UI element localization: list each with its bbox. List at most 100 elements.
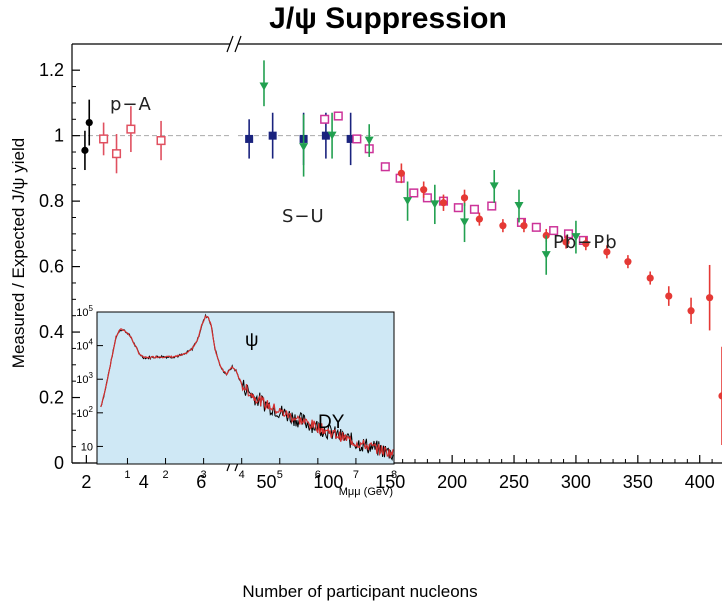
data-point bbox=[582, 240, 590, 248]
inset-annotation-psi: ψ bbox=[245, 330, 259, 351]
inset-x-tick-label: 6 bbox=[315, 469, 321, 481]
inset-y-tick-label: 103 bbox=[76, 371, 93, 386]
series-5 bbox=[259, 60, 581, 275]
data-point bbox=[126, 124, 136, 134]
data-point bbox=[541, 251, 551, 260]
x-tick-label: 6 bbox=[196, 472, 206, 492]
y-axis: 0 0.2 0.4 0.6 0.8 1 1.2 bbox=[39, 60, 80, 473]
x-tick-label: 350 bbox=[623, 472, 653, 492]
x-tick-label: 50 bbox=[256, 472, 276, 492]
inset-x-tick-label: 5 bbox=[277, 469, 283, 481]
data-point bbox=[352, 134, 362, 144]
inset-curve-1 bbox=[100, 315, 394, 459]
chart-title: J/ψ Suppression bbox=[269, 2, 507, 35]
data-point bbox=[333, 111, 343, 121]
data-point bbox=[453, 203, 463, 213]
data-point bbox=[430, 200, 440, 209]
data-point bbox=[514, 202, 524, 211]
data-point bbox=[409, 188, 419, 198]
data-point bbox=[603, 248, 611, 256]
inset-x-tick-label: 1 bbox=[124, 469, 130, 481]
inset-chart: 1 2 3 4 5 6 7 8 10 102 103 104 105 ψ DY Mμμ (GeV) bbox=[76, 304, 397, 498]
data-point bbox=[380, 162, 390, 172]
x-axis-label: Number of participant nucleons bbox=[242, 582, 477, 601]
data-point bbox=[665, 292, 673, 300]
inset-y-tick-label: 105 bbox=[76, 304, 93, 319]
inset-y-tick-label: 102 bbox=[76, 405, 93, 420]
annotation-pa: p−A bbox=[110, 94, 152, 115]
data-point bbox=[245, 134, 254, 143]
data-point bbox=[299, 143, 309, 152]
y-axis-label: Measured / Expected J/ψ yield bbox=[9, 138, 28, 368]
data-point bbox=[520, 222, 528, 230]
x-tick-label: 200 bbox=[437, 472, 467, 492]
data-point bbox=[403, 197, 413, 206]
data-point bbox=[397, 169, 405, 177]
inset-x-tick-label: 8 bbox=[391, 469, 397, 481]
x-tick-label: 2 bbox=[81, 472, 91, 492]
inset-y-tick-label: 104 bbox=[76, 338, 93, 353]
axis-break-top bbox=[226, 35, 242, 53]
inset-x-tick-label: 7 bbox=[353, 469, 359, 481]
y-tick-label: 0.2 bbox=[39, 388, 64, 408]
data-point bbox=[687, 307, 695, 315]
y-tick-label: 0.4 bbox=[39, 322, 64, 342]
data-point bbox=[99, 134, 109, 144]
data-point bbox=[489, 182, 499, 191]
series-4 bbox=[397, 163, 722, 445]
data-marks bbox=[81, 60, 722, 445]
data-point bbox=[320, 114, 330, 124]
series-0 bbox=[81, 99, 93, 171]
x-tick-label: 400 bbox=[685, 472, 715, 492]
data-point bbox=[718, 392, 722, 400]
x-tick-label: 4 bbox=[139, 472, 149, 492]
x-tick-label: 100 bbox=[313, 472, 343, 492]
y-tick-label: 0.8 bbox=[39, 191, 64, 211]
data-point bbox=[487, 201, 497, 211]
data-point bbox=[531, 222, 541, 232]
inset-x-tick-label: 4 bbox=[239, 469, 245, 481]
inset-x-label: Mμμ (GeV) bbox=[339, 486, 393, 498]
data-point bbox=[259, 82, 269, 91]
series-2 bbox=[245, 112, 355, 166]
x-tick-label: 150 bbox=[375, 472, 405, 492]
inset-y-tick-label: 10 bbox=[81, 441, 93, 453]
inset-annotation-dy: DY bbox=[318, 412, 345, 433]
data-point bbox=[499, 222, 507, 230]
inset-x-tick-label: 3 bbox=[201, 469, 207, 481]
data-point bbox=[460, 218, 470, 227]
data-point bbox=[562, 238, 570, 246]
data-point bbox=[460, 194, 469, 202]
data-point bbox=[706, 294, 714, 302]
data-point bbox=[268, 131, 277, 140]
data-point bbox=[81, 146, 89, 154]
annotation-su: S−U bbox=[282, 206, 325, 227]
data-point bbox=[469, 204, 479, 214]
y-tick-label: 0.6 bbox=[39, 257, 64, 277]
y-tick-label: 1.2 bbox=[39, 60, 64, 80]
x-tick-label: 250 bbox=[499, 472, 529, 492]
data-point bbox=[571, 233, 581, 242]
data-point bbox=[346, 134, 355, 143]
data-point bbox=[321, 131, 330, 140]
data-point bbox=[549, 226, 559, 236]
data-point bbox=[327, 131, 337, 140]
x-axis: 2 4 6 50 100 150 200 250 300 350 400 bbox=[71, 455, 715, 492]
data-point bbox=[111, 149, 122, 159]
data-point bbox=[646, 274, 654, 282]
annotation-pbpb: Pb−Pb bbox=[553, 232, 618, 253]
x-tick-label: 300 bbox=[561, 472, 591, 492]
y-tick-label: 0 bbox=[54, 453, 64, 473]
data-point bbox=[85, 118, 93, 127]
data-point bbox=[156, 136, 166, 146]
inset-x-tick-label: 2 bbox=[162, 469, 168, 481]
data-point bbox=[420, 186, 428, 194]
data-point bbox=[475, 215, 483, 223]
data-point bbox=[624, 258, 632, 266]
inset-axes: 1 2 3 4 5 6 7 8 10 102 103 104 105 bbox=[76, 304, 397, 481]
inset-spectrum bbox=[100, 313, 394, 462]
data-point bbox=[364, 136, 374, 145]
y-tick-label: 1 bbox=[54, 126, 64, 146]
series-3 bbox=[320, 111, 588, 245]
